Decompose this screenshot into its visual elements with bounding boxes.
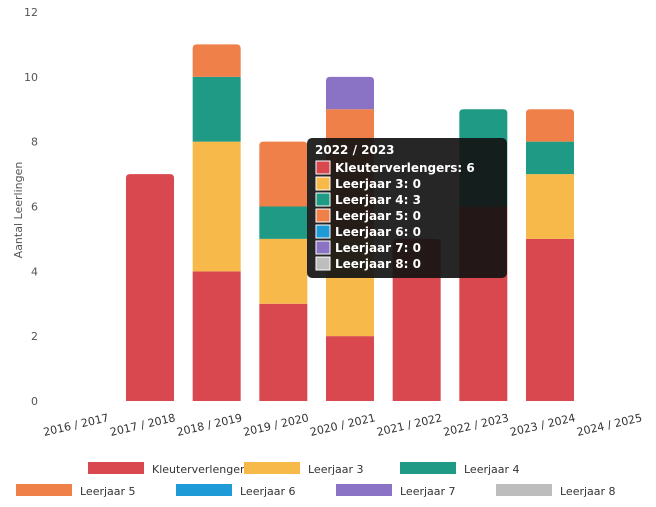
bar-segment[interactable] <box>192 271 241 401</box>
y-axis: 0 2 4 6 8 10 12 <box>24 6 38 408</box>
y-tick-label: 10 <box>24 71 38 84</box>
legend-item[interactable]: Leerjaar 8 <box>496 484 616 498</box>
tooltip-line: Leerjaar 5: 0 <box>335 209 421 223</box>
tooltip-line: Leerjaar 4: 3 <box>335 193 421 207</box>
bar-segment[interactable] <box>526 174 574 239</box>
y-tick-label: 2 <box>31 330 38 343</box>
legend-label: Leerjaar 5 <box>80 485 136 498</box>
legend-swatch <box>336 484 392 496</box>
x-tick-label: 2021 / 2022 <box>375 411 443 439</box>
legend: Kleuterverlengers Leerjaar 3 Leerjaar 4 Lee… <box>16 462 616 498</box>
bar-segment[interactable] <box>259 303 308 401</box>
x-tick-label: 2019 / 2020 <box>242 411 310 439</box>
tooltip-line: Leerjaar 7: 0 <box>335 241 421 255</box>
tooltip-line: Leerjaar 3: 0 <box>335 177 421 191</box>
bar-segment[interactable] <box>192 76 241 142</box>
legend-swatch <box>176 484 232 496</box>
legend-swatch <box>244 462 300 474</box>
tooltip-swatch <box>315 256 331 271</box>
bar-segment[interactable] <box>192 44 241 77</box>
legend-swatch <box>16 484 72 496</box>
bar-segment[interactable] <box>392 238 441 401</box>
bar-segment[interactable] <box>259 238 308 304</box>
tooltip-swatch <box>315 208 331 223</box>
y-tick-label: 4 <box>31 265 38 278</box>
tooltip-title: 2022 / 2023 <box>315 143 395 157</box>
tooltip-swatch <box>315 240 331 255</box>
tooltip-swatch <box>315 160 331 175</box>
legend-item[interactable]: Leerjaar 4 <box>400 462 520 476</box>
bar-segment[interactable] <box>526 141 574 175</box>
legend-item[interactable]: Leerjaar 3 <box>244 462 364 476</box>
legend-swatch <box>88 462 144 474</box>
y-tick-label: 6 <box>31 201 38 214</box>
tooltip-line: Kleuterverlengers: 6 <box>335 161 475 175</box>
tooltip-swatch <box>315 176 331 191</box>
bar-segment[interactable] <box>526 109 574 142</box>
bar-segment[interactable] <box>326 336 374 401</box>
x-tick-label: 2018 / 2019 <box>175 411 243 439</box>
tooltip: 2022 / 2023 Kleuterverlengers: 6 Leerjaar … <box>307 138 507 278</box>
y-tick-label: 0 <box>31 395 38 408</box>
bar-segment[interactable] <box>259 206 308 239</box>
tooltip-swatch <box>315 224 331 239</box>
x-tick-label: 2024 / 2025 <box>575 411 643 439</box>
legend-label: Leerjaar 6 <box>240 485 296 498</box>
legend-label: Leerjaar 7 <box>400 485 456 498</box>
legend-item[interactable]: Leerjaar 7 <box>336 484 456 498</box>
bar-segment[interactable] <box>326 76 374 110</box>
bar-segment[interactable] <box>259 141 308 207</box>
legend-label: Leerjaar 4 <box>464 463 520 476</box>
legend-label: Kleuterverlengers <box>152 463 250 476</box>
tooltip-line: Leerjaar 6: 0 <box>335 225 421 239</box>
tooltip-line: Leerjaar 8: 0 <box>335 257 421 271</box>
legend-item[interactable]: Kleuterverlengers <box>88 462 250 476</box>
legend-swatch <box>496 484 552 496</box>
y-axis-label: Aantal Leerlingen <box>12 162 25 259</box>
x-tick-label: 2022 / 2023 <box>442 411 510 439</box>
x-tick-label: 2016 / 2017 <box>42 411 110 439</box>
x-tick-label: 2017 / 2018 <box>109 411 177 439</box>
tooltip-swatch <box>315 192 331 207</box>
legend-label: Leerjaar 3 <box>308 463 364 476</box>
tooltip-box <box>307 138 507 278</box>
legend-swatch <box>400 462 456 474</box>
x-tick-label: 2023 / 2024 <box>509 411 577 439</box>
y-tick-label: 12 <box>24 6 38 19</box>
bar-segment[interactable] <box>126 174 174 401</box>
legend-label: Leerjaar 8 <box>560 485 616 498</box>
bar-segment[interactable] <box>526 238 574 401</box>
x-tick-label: 2020 / 2021 <box>309 411 377 439</box>
legend-item[interactable]: Leerjaar 6 <box>176 484 296 498</box>
bar-segment[interactable] <box>192 141 241 272</box>
legend-item[interactable]: Leerjaar 5 <box>16 484 136 498</box>
y-tick-label: 8 <box>31 136 38 149</box>
